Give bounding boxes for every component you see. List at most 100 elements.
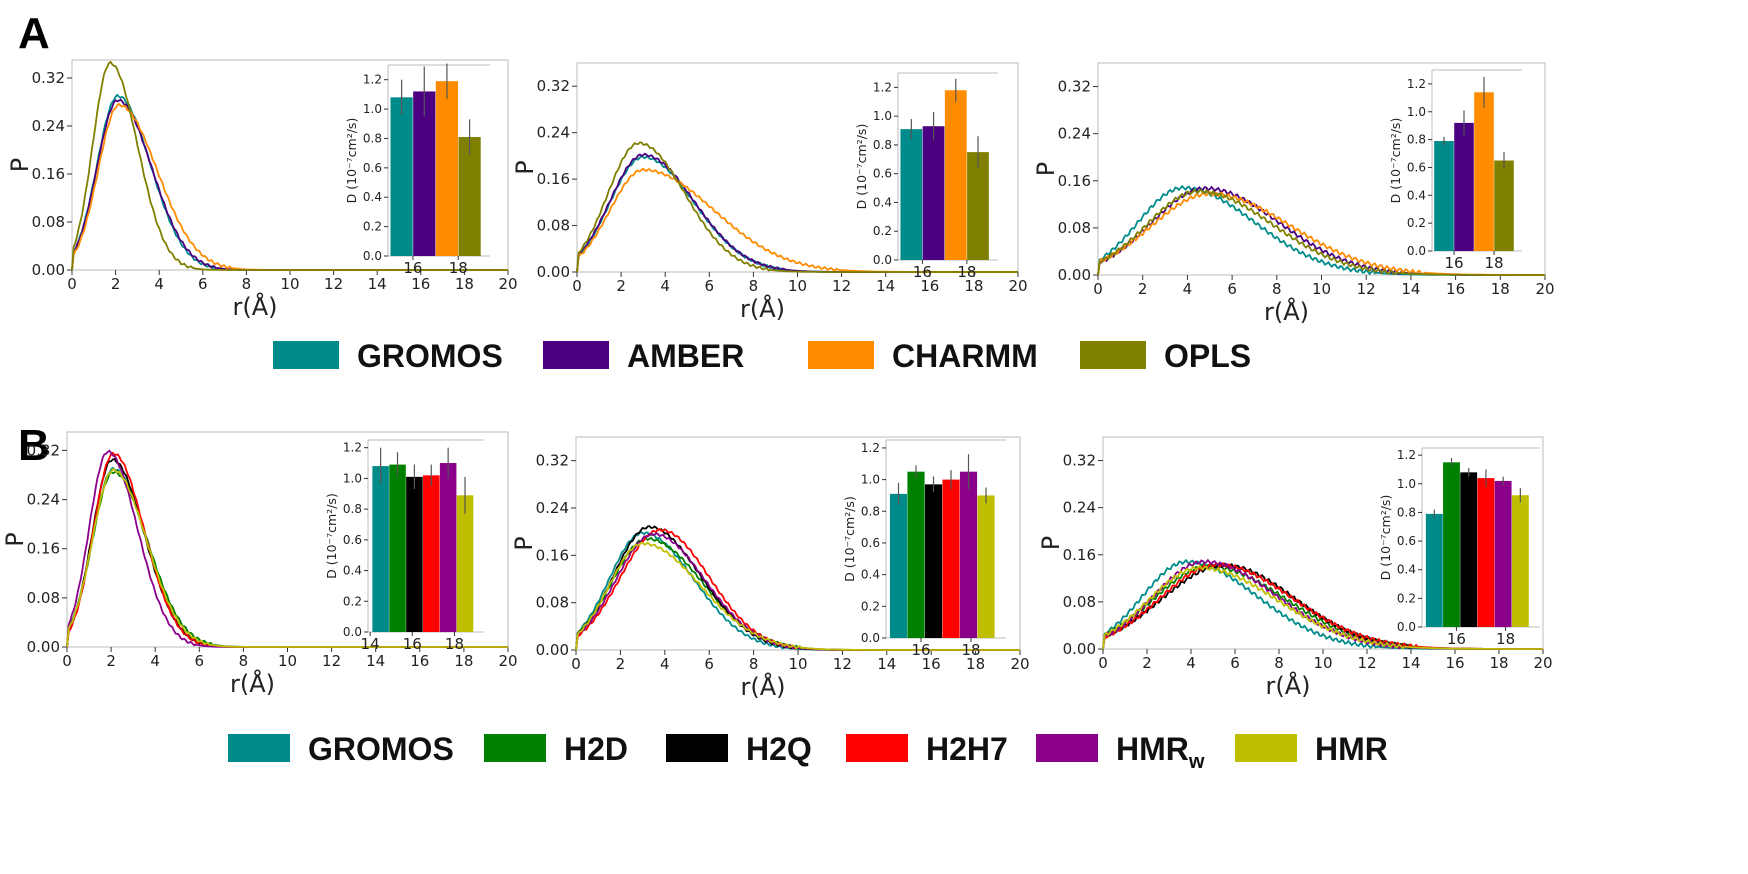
x-tick-label: 14 [877,655,896,673]
inset-y-tick-label: 1.0 [861,473,880,487]
y-axis-label: P [1,532,29,546]
inset-bar-hmrw [1494,480,1512,627]
x-tick-label: 4 [1186,654,1196,672]
inset-bar-amber [413,91,436,256]
y-tick-label: 0.00 [1063,640,1096,658]
inset-bar-h2q [924,484,943,638]
y-tick-label: 0.24 [537,124,570,142]
x-tick-label: 8 [242,275,252,293]
x-tick-label: 8 [239,652,249,670]
inset-x-tick-label: 18 [1496,630,1515,648]
inset-y-tick-label: 1.2 [1397,448,1416,462]
x-tick-label: 10 [788,277,807,295]
inset-y-tick-label: 1.2 [1407,77,1426,91]
x-tick-label: 4 [150,652,160,670]
series-line-hmr [1102,564,1543,650]
y-tick-label: 0.08 [1063,593,1096,611]
inset-y-tick-label: 0.0 [1397,620,1416,634]
x-tick-label: 8 [1274,654,1284,672]
x-tick-label: 14 [876,277,895,295]
inset-x-tick-label: 18 [961,641,980,659]
y-tick-label: 0.16 [32,165,65,183]
inset-bar-opls [967,152,989,260]
legend-label: H2H7 [926,731,1008,767]
inset-y-tick-label: 0.8 [1407,133,1426,147]
x-tick-label: 14 [1401,654,1420,672]
inset-bar-gromos [1434,141,1454,251]
inset-bar-charmm [1474,92,1494,252]
inset-y-tick-label: 0.2 [1407,216,1426,230]
x-axis-label: r(Å) [740,672,785,701]
legend-swatch [228,734,290,762]
inset-y-tick-label: 0.6 [861,536,880,550]
y-tick-label: 0.32 [1063,452,1096,470]
x-tick-label: 2 [111,275,121,293]
inset-bar-hmr [456,495,474,632]
legend-swatch [666,734,728,762]
x-tick-label: 6 [198,275,208,293]
y-tick-label: 0.08 [32,213,65,231]
x-axis-label: r(Å) [230,669,275,698]
x-tick-label: 8 [1272,280,1282,298]
inset-B3: 0.0 0.2 0.4 0.6 0.8 1.0 1.2 16 18 D (10⁻⁷cm²/s) [1378,447,1540,648]
legend-swatch [1080,341,1146,369]
inset-bar-h2d [389,464,406,632]
inset-bar-h2h7 [942,479,960,638]
x-tick-label: 0 [1093,280,1103,298]
inset-bar-hmrw [959,471,978,638]
x-tick-label: 6 [704,655,714,673]
x-tick-label: 16 [410,652,429,670]
legend-label: HMR [1315,731,1388,767]
inset-y-tick-label: 0.0 [363,249,382,263]
chart-B3: 0 2 4 6 8 10 12 14 16 18 20 0.00 0.08 0.16 0.24 0.32 r(Å… [1037,436,1553,700]
x-tick-label: 0 [572,277,582,295]
inset-y-tick-label: 1.2 [873,80,892,94]
inset-y-tick-label: 1.2 [343,441,362,455]
inset-y-tick-label: 0.8 [1397,505,1416,519]
x-tick-label: 4 [154,275,164,293]
legend-label-subscript: w [1188,751,1205,773]
legend-label: AMBER [627,338,744,374]
x-axis-label: r(Å) [232,292,277,321]
y-tick-label: 0.32 [536,452,569,470]
legend-swatch [1235,734,1297,762]
legend-a: GROMOS AMBER CHARMM OPLS [273,338,1251,374]
y-tick-label: 0.24 [27,491,60,509]
inset-A3: 0.0 0.2 0.4 0.6 0.8 1.0 1.2 16 18 D (10⁻⁷cm²/s) [1388,69,1522,272]
inset-bar-h2d [1443,462,1460,627]
x-tick-label: 12 [1357,280,1376,298]
inset-y-tick-label: 0.0 [861,631,880,645]
inset-y-tick-label: 0.8 [873,138,892,152]
x-tick-label: 8 [749,655,759,673]
chart-B2: 0 2 4 6 8 10 12 14 16 18 20 0.00 0.08 0.16 0.24 0.32 r(Å… [510,436,1030,701]
x-tick-label: 12 [324,275,343,293]
inset-y-tick-label: 0.6 [343,533,362,547]
inset-y-axis-label: D (10⁻⁷cm²/s) [324,493,339,579]
x-tick-label: 4 [1183,280,1193,298]
x-tick-label: 2 [1142,654,1152,672]
chart-B1: 0 2 4 6 8 10 12 14 16 18 20 0.00 0.08 0.16 0.24 0.32 r(Å… [1,431,518,698]
chart-A2: 0 2 4 6 8 10 12 14 16 18 20 0.00 0.08 0.16 0.24 0.32 r(Å… [511,62,1028,323]
inset-y-tick-label: 0.6 [1407,160,1426,174]
inset-y-tick-label: 0.4 [363,190,382,204]
panel-letter-b: B [18,421,50,470]
y-tick-label: 0.24 [536,499,569,517]
x-tick-label: 8 [749,277,759,295]
x-tick-label: 16 [922,655,941,673]
y-axis-label: P [6,158,34,172]
x-tick-label: 0 [67,275,77,293]
x-tick-label: 12 [322,652,341,670]
legend-label: H2D [564,731,628,767]
x-tick-label: 18 [1489,654,1508,672]
x-tick-label: 12 [833,655,852,673]
inset-y-tick-label: 0.8 [343,502,362,516]
inset-bar-charmm [435,81,459,257]
x-tick-label: 10 [278,652,297,670]
y-tick-label: 0.24 [32,117,65,135]
inset-bar-gromos [889,493,908,638]
charts-group: 0 2 4 6 8 10 12 14 16 18 200.000.080.160.240.32r(Å… [1,59,1555,701]
inset-y-tick-label: 1.0 [1397,477,1416,491]
x-tick-label: 14 [366,652,385,670]
x-tick-label: 6 [705,277,715,295]
